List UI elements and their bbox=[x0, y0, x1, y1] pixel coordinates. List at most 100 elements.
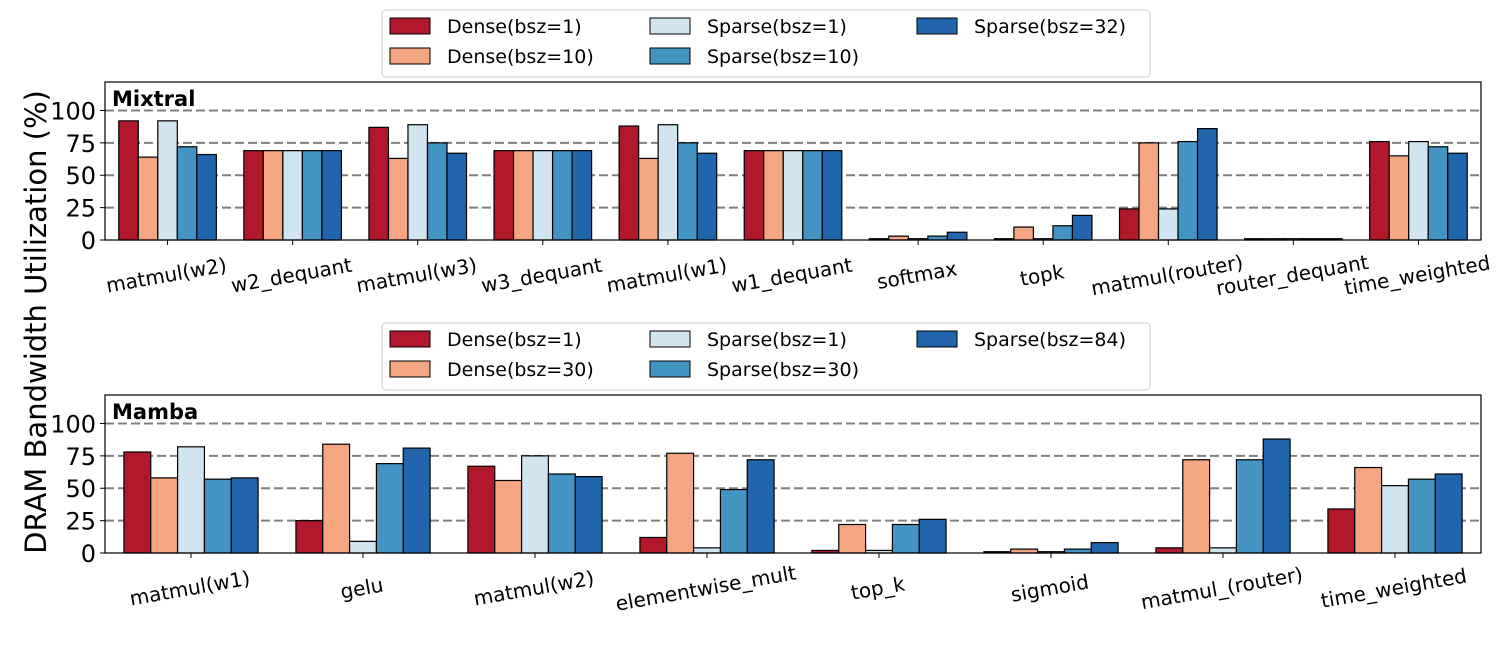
bar-matmul_(router)-Dense(bsz=1) bbox=[1155, 547, 1184, 554]
panel-mixtral: matmul(w2) w2_dequant matmul(w3) w3_dequant… bbox=[50, 9, 1492, 300]
bar-matmul(router)-Sparse(bsz=10) bbox=[1177, 140, 1199, 241]
x-tick-label: elementwise_mult bbox=[614, 560, 798, 615]
bar-w2_dequant-Sparse(bsz=10) bbox=[301, 150, 323, 241]
panel-title: Mixtral bbox=[112, 87, 195, 111]
bar-matmul(w1)-Sparse(bsz=1) bbox=[657, 124, 679, 241]
legend-swatch bbox=[389, 360, 431, 378]
y-axis-label: DRAM Bandwidth Utilization (%) bbox=[19, 90, 53, 554]
y-tick-label: 25 bbox=[65, 508, 96, 536]
bar-time_weighted-Dense(bsz=1) bbox=[1369, 140, 1390, 241]
y-tick-label: 100 bbox=[50, 97, 96, 125]
bar-time_weighted-Sparse(bsz=30) bbox=[1407, 478, 1436, 554]
bar-matmul(w2)-Dense(bsz=10) bbox=[137, 156, 159, 241]
x-tick-label: top_k bbox=[849, 571, 907, 604]
bar-w3_dequant-Sparse(bsz=32) bbox=[571, 150, 593, 241]
bar-matmul(w2)-Sparse(bsz=30) bbox=[547, 473, 576, 554]
x-tick-label: time_weighted bbox=[1319, 563, 1469, 612]
plot-frame bbox=[104, 81, 1482, 241]
bar-elementwise_mult-Sparse(bsz=1) bbox=[692, 547, 722, 554]
x-tick-label: w1_dequant bbox=[730, 253, 855, 298]
x-tick-label: matmul(w2) bbox=[472, 566, 596, 611]
bar-matmul(w2)-Sparse(bsz=10) bbox=[176, 146, 198, 241]
bar-gelu-Sparse(bsz=30) bbox=[375, 463, 404, 554]
legend-label: Sparse(bsz=10) bbox=[707, 46, 859, 68]
bar-topk-Sparse(bsz=32) bbox=[1071, 214, 1093, 241]
bar-top_k-Sparse(bsz=30) bbox=[891, 523, 920, 554]
legend-label: Sparse(bsz=84) bbox=[974, 329, 1126, 351]
y-tick-label: 0 bbox=[81, 540, 96, 568]
x-tick-label: w2_dequant bbox=[229, 253, 354, 298]
bar-top_k-Sparse(bsz=84) bbox=[918, 518, 947, 554]
bar-elementwise_mult-Sparse(bsz=84) bbox=[746, 459, 775, 554]
legend-label: Sparse(bsz=32) bbox=[974, 16, 1126, 38]
bar-w1_dequant-Sparse(bsz=1) bbox=[782, 150, 804, 241]
bar-gelu-Dense(bsz=1) bbox=[295, 520, 324, 554]
legend-box bbox=[381, 322, 1151, 391]
x-tick-label: w3_dequant bbox=[479, 253, 604, 298]
bar-time_weighted-Dense(bsz=10) bbox=[1388, 155, 1410, 241]
bar-matmul(w2)-Sparse(bsz=1) bbox=[157, 120, 178, 241]
chart-panels: matmul(w2) w2_dequant matmul(w3) w3_dequant… bbox=[50, 9, 1492, 616]
y-tick-label: 25 bbox=[65, 195, 96, 223]
bar-time_weighted-Sparse(bsz=10) bbox=[1427, 146, 1449, 241]
bar-w2_dequant-Dense(bsz=10) bbox=[262, 150, 284, 241]
bar-w2_dequant-Sparse(bsz=1) bbox=[282, 150, 303, 241]
bar-matmul(w2)-Dense(bsz=1) bbox=[467, 465, 496, 554]
legend-label: Dense(bsz=1) bbox=[447, 329, 582, 351]
bar-w1_dequant-Dense(bsz=1) bbox=[743, 150, 765, 241]
bar-w1_dequant-Sparse(bsz=32) bbox=[821, 150, 843, 241]
bar-matmul(w3)-Sparse(bsz=10) bbox=[426, 142, 448, 241]
bar-w2_dequant-Sparse(bsz=32) bbox=[321, 150, 343, 241]
panel-mamba: matmul(w1) gelu matmul(w2) elementwise_mult… bbox=[50, 322, 1482, 616]
bar-time_weighted-Sparse(bsz=1) bbox=[1380, 485, 1410, 554]
bar-w1_dequant-Dense(bsz=10) bbox=[763, 150, 784, 241]
bar-matmul(router)-Sparse(bsz=1) bbox=[1157, 208, 1179, 241]
bar-matmul(w1)-Sparse(bsz=84) bbox=[230, 477, 259, 554]
bar-w1_dequant-Sparse(bsz=10) bbox=[802, 150, 823, 241]
plot-frame bbox=[104, 394, 1482, 554]
bar-topk-Dense(bsz=10) bbox=[1013, 226, 1035, 241]
bar-time_weighted-Sparse(bsz=84) bbox=[1434, 473, 1463, 554]
bar-top_k-Dense(bsz=30) bbox=[838, 523, 867, 554]
legend-box bbox=[381, 9, 1151, 78]
bar-matmul(w2)-Dense(bsz=30) bbox=[494, 479, 523, 554]
bar-matmul(w1)-Dense(bsz=1) bbox=[618, 125, 640, 241]
legend-label: Sparse(bsz=30) bbox=[707, 359, 859, 381]
bar-topk-Sparse(bsz=10) bbox=[1052, 225, 1074, 241]
x-tick-label: matmul(w1) bbox=[605, 253, 729, 298]
x-tick-label: gelu bbox=[338, 573, 385, 604]
bar-matmul(w1)-Dense(bsz=1) bbox=[123, 451, 152, 554]
y-tick-label: 75 bbox=[65, 443, 96, 471]
bar-matmul(router)-Dense(bsz=1) bbox=[1118, 208, 1140, 241]
bar-matmul(w2)-Sparse(bsz=1) bbox=[520, 455, 550, 554]
legend-label: Dense(bsz=30) bbox=[447, 359, 594, 381]
legend-label: Dense(bsz=1) bbox=[447, 16, 582, 38]
legend: Dense(bsz=1) Dense(bsz=10) Sparse(bsz=1) Sp… bbox=[381, 9, 1151, 78]
legend-swatch bbox=[389, 47, 431, 65]
legend-label: Sparse(bsz=1) bbox=[707, 329, 847, 351]
x-tick-label: topk bbox=[1018, 259, 1066, 290]
bar-elementwise_mult-Dense(bsz=30) bbox=[666, 452, 695, 554]
x-tick-label: sigmoid bbox=[1009, 569, 1091, 606]
bar-matmul(w1)-Sparse(bsz=1) bbox=[176, 446, 206, 554]
bar-w3_dequant-Sparse(bsz=1) bbox=[532, 150, 554, 241]
y-tick-label: 50 bbox=[65, 162, 96, 190]
legend-swatch bbox=[389, 17, 431, 35]
bar-matmul(w1)-Dense(bsz=10) bbox=[638, 157, 659, 241]
bar-w3_dequant-Dense(bsz=10) bbox=[512, 150, 534, 241]
bar-time_weighted-Dense(bsz=1) bbox=[1327, 508, 1356, 554]
x-tick-label: matmul(w2) bbox=[104, 253, 228, 298]
bar-matmul(w3)-Sparse(bsz=1) bbox=[407, 124, 429, 241]
bar-gelu-Dense(bsz=30) bbox=[322, 443, 351, 554]
legend-label: Dense(bsz=10) bbox=[447, 46, 594, 68]
x-tick-label: matmul_(router) bbox=[1139, 562, 1305, 614]
legend-swatch bbox=[916, 330, 958, 348]
bar-matmul(w2)-Sparse(bsz=84) bbox=[574, 475, 603, 554]
bar-matmul(w1)-Sparse(bsz=30) bbox=[203, 478, 232, 554]
bar-matmul_(router)-Sparse(bsz=84) bbox=[1262, 438, 1291, 554]
y-tick-label: 75 bbox=[65, 130, 96, 158]
bar-gelu-Sparse(bsz=1) bbox=[348, 540, 378, 554]
legend-swatch bbox=[649, 47, 691, 65]
panel-title: Mamba bbox=[112, 400, 198, 424]
